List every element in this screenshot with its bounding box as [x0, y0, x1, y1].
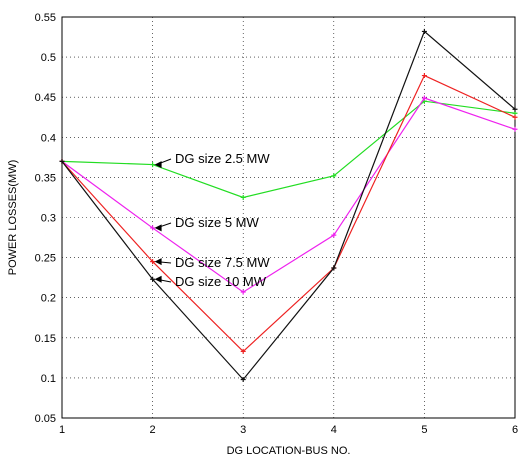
annotation-label: DG size 7.5 MW [175, 255, 270, 270]
x-tick-label: 5 [421, 424, 427, 436]
y-tick-label: 0.05 [35, 413, 56, 425]
plot-frame [61, 16, 516, 419]
x-tick-label: 2 [150, 424, 156, 436]
data-point [150, 162, 156, 168]
series-group [59, 28, 518, 383]
data-point [421, 95, 427, 101]
annotation: DG size 5 MW [154, 215, 260, 232]
x-tick-label: 1 [59, 424, 65, 436]
data-point [240, 348, 246, 354]
data-point [240, 289, 246, 295]
data-point [150, 276, 156, 282]
annotation-label: DG size 5 MW [175, 215, 260, 230]
data-point [240, 377, 246, 383]
data-point [512, 126, 518, 132]
grid [61, 16, 516, 419]
data-point [421, 28, 427, 34]
annotation-label: DG size 2.5 MW [175, 151, 270, 166]
y-tick-label: 0.55 [35, 12, 56, 24]
series-line-3 [61, 74, 516, 353]
data-point [421, 73, 427, 79]
data-point [512, 114, 518, 120]
x-tick-label: 3 [240, 424, 246, 436]
x-axis-ticks: 1 2 3 4 5 6 [59, 424, 518, 436]
x-tick-label: 4 [331, 424, 337, 436]
data-point [331, 265, 337, 271]
data-point [150, 225, 156, 231]
annotation-label: DG size 10 MW [175, 274, 267, 289]
data-point [150, 259, 156, 265]
x-axis-label: DG LOCATION-BUS NO. [227, 445, 351, 457]
y-tick-label: 0.45 [35, 92, 56, 104]
series-line-4 [61, 30, 516, 381]
data-point [331, 173, 337, 179]
y-tick-label: 0.5 [41, 52, 56, 64]
arrow-head-icon [154, 258, 162, 266]
y-tick-label: 0.1 [41, 373, 56, 385]
y-tick-label: 0.35 [35, 172, 56, 184]
annotation: DG size 2.5 MW [154, 151, 270, 169]
arrow-head-icon [154, 224, 162, 232]
y-tick-label: 0.15 [35, 333, 56, 345]
annotation: DG size 7.5 MW [154, 255, 270, 270]
data-point [331, 232, 337, 238]
y-tick-label: 0.2 [41, 293, 56, 305]
arrow-head-icon [154, 161, 162, 169]
data-point [240, 194, 246, 200]
data-point [59, 158, 65, 164]
y-tick-label: 0.25 [35, 253, 56, 265]
series-line-2 [61, 97, 516, 293]
y-tick-label: 0.4 [41, 132, 56, 144]
x-tick-label: 6 [512, 424, 518, 436]
y-axis-label: POWER LOSSES(MW) [7, 160, 19, 276]
annotations: DG size 2.5 MW DG size 5 MW DG size 7.5 MW… [154, 151, 270, 289]
y-tick-label: 0.3 [41, 213, 56, 225]
data-point [512, 106, 518, 112]
y-axis-ticks: 0.05 0.1 0.15 0.2 0.25 0.3 0.35 0.4 0.45 0.5 0.55 [35, 12, 56, 425]
series-line-1 [61, 100, 516, 199]
arrow-head-icon [154, 275, 162, 283]
annotation: DG size 10 MW [154, 274, 267, 289]
